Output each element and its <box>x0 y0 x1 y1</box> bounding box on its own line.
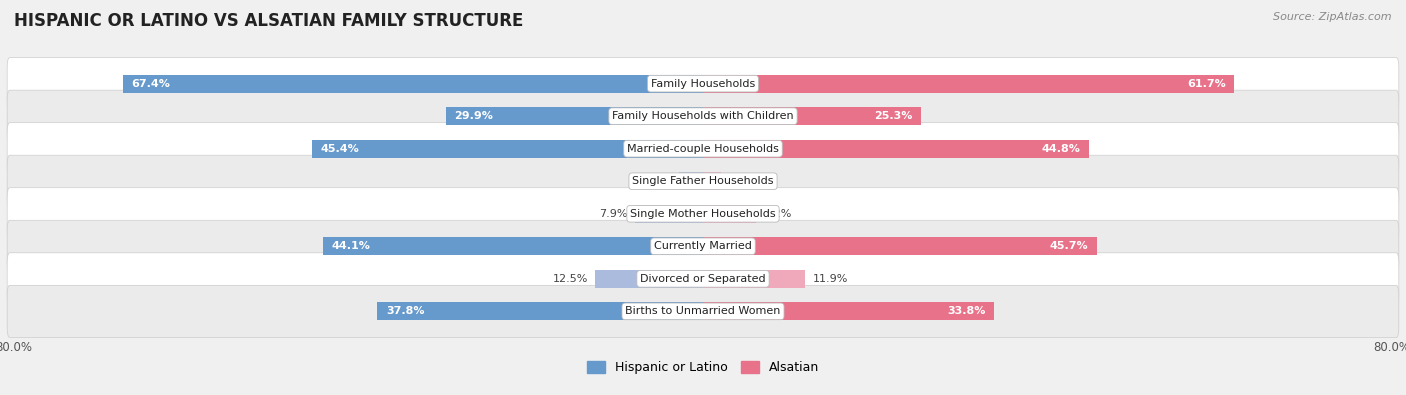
Text: 25.3%: 25.3% <box>875 111 912 121</box>
Text: Divorced or Separated: Divorced or Separated <box>640 274 766 284</box>
Text: 2.1%: 2.1% <box>728 176 756 186</box>
Text: 45.7%: 45.7% <box>1049 241 1088 251</box>
Text: 37.8%: 37.8% <box>387 307 425 316</box>
FancyBboxPatch shape <box>7 155 1399 207</box>
Bar <box>636 205 703 223</box>
Text: Currently Married: Currently Married <box>654 241 752 251</box>
Bar <box>703 172 721 190</box>
Bar <box>312 140 703 158</box>
Bar <box>323 237 703 255</box>
Bar <box>377 303 703 320</box>
FancyBboxPatch shape <box>7 188 1399 240</box>
Text: Single Mother Households: Single Mother Households <box>630 209 776 219</box>
Text: HISPANIC OR LATINO VS ALSATIAN FAMILY STRUCTURE: HISPANIC OR LATINO VS ALSATIAN FAMILY ST… <box>14 12 523 30</box>
Bar <box>703 237 1097 255</box>
Bar <box>446 107 703 125</box>
Bar <box>703 107 921 125</box>
FancyBboxPatch shape <box>7 90 1399 142</box>
Bar <box>595 270 703 288</box>
Text: 11.9%: 11.9% <box>813 274 848 284</box>
Text: 7.9%: 7.9% <box>599 209 628 219</box>
Text: Births to Unmarried Women: Births to Unmarried Women <box>626 307 780 316</box>
Text: 67.4%: 67.4% <box>131 79 170 88</box>
FancyBboxPatch shape <box>7 253 1399 305</box>
Text: Single Father Households: Single Father Households <box>633 176 773 186</box>
Text: 33.8%: 33.8% <box>948 307 986 316</box>
Text: 44.8%: 44.8% <box>1042 144 1080 154</box>
Text: 12.5%: 12.5% <box>553 274 589 284</box>
Bar <box>122 75 703 92</box>
Text: 29.9%: 29.9% <box>454 111 494 121</box>
Text: 44.1%: 44.1% <box>332 241 371 251</box>
Text: Married-couple Households: Married-couple Households <box>627 144 779 154</box>
FancyBboxPatch shape <box>7 220 1399 272</box>
Text: 61.7%: 61.7% <box>1187 79 1226 88</box>
Text: Family Households: Family Households <box>651 79 755 88</box>
Text: Source: ZipAtlas.com: Source: ZipAtlas.com <box>1274 12 1392 22</box>
Bar <box>703 270 806 288</box>
Text: Family Households with Children: Family Households with Children <box>612 111 794 121</box>
Bar <box>703 303 994 320</box>
FancyBboxPatch shape <box>7 285 1399 337</box>
Text: 45.4%: 45.4% <box>321 144 360 154</box>
Bar <box>703 75 1234 92</box>
FancyBboxPatch shape <box>7 58 1399 110</box>
Text: 6.2%: 6.2% <box>763 209 792 219</box>
FancyBboxPatch shape <box>7 123 1399 175</box>
Bar <box>703 205 756 223</box>
Bar <box>703 140 1088 158</box>
Legend: Hispanic or Latino, Alsatian: Hispanic or Latino, Alsatian <box>582 356 824 379</box>
Text: 2.8%: 2.8% <box>644 176 672 186</box>
Bar <box>679 172 703 190</box>
